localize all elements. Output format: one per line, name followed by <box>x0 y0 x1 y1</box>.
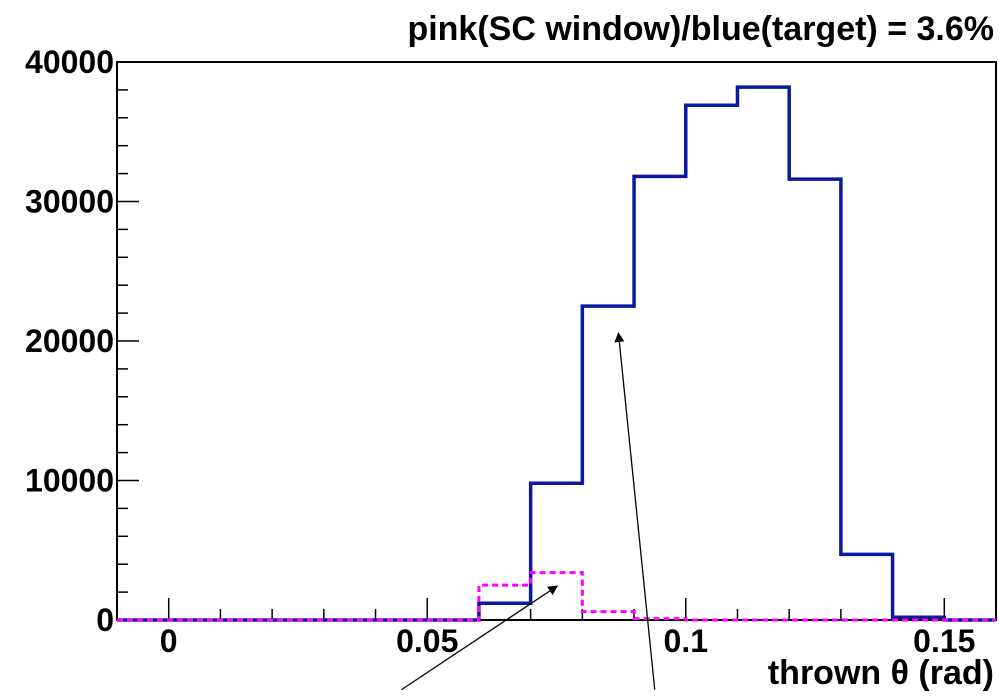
y-tick-label: 20000 <box>25 323 114 359</box>
plot-area <box>116 61 997 621</box>
y-tick-label: 0 <box>96 602 114 638</box>
x-tick-label: 0.1 <box>664 623 708 659</box>
histogram-series-2 <box>117 571 996 622</box>
annotation-arrow <box>401 585 559 691</box>
x-tick-label: 0 <box>160 623 178 659</box>
annotation-arrow <box>614 332 656 690</box>
series-layer <box>117 85 996 622</box>
annotation-layer <box>401 332 656 691</box>
x-tick-label: 0.05 <box>396 623 458 659</box>
y-tick-label: 40000 <box>25 44 114 80</box>
plot-frame <box>116 61 997 621</box>
x-axis: 0 0.05 0.1 0.15 <box>160 598 997 659</box>
x-axis-label: thrown θ (rad) <box>768 654 994 692</box>
x-tick-label: 0.15 <box>913 623 975 659</box>
y-axis: 0 10000 20000 30000 40000 <box>25 44 139 638</box>
y-tick-label: 30000 <box>25 184 114 220</box>
y-tick-label: 10000 <box>25 463 114 499</box>
histogram-series-1 <box>117 85 996 622</box>
chart-title: pink(SC window)/blue(target) = 3.6% <box>407 10 994 48</box>
